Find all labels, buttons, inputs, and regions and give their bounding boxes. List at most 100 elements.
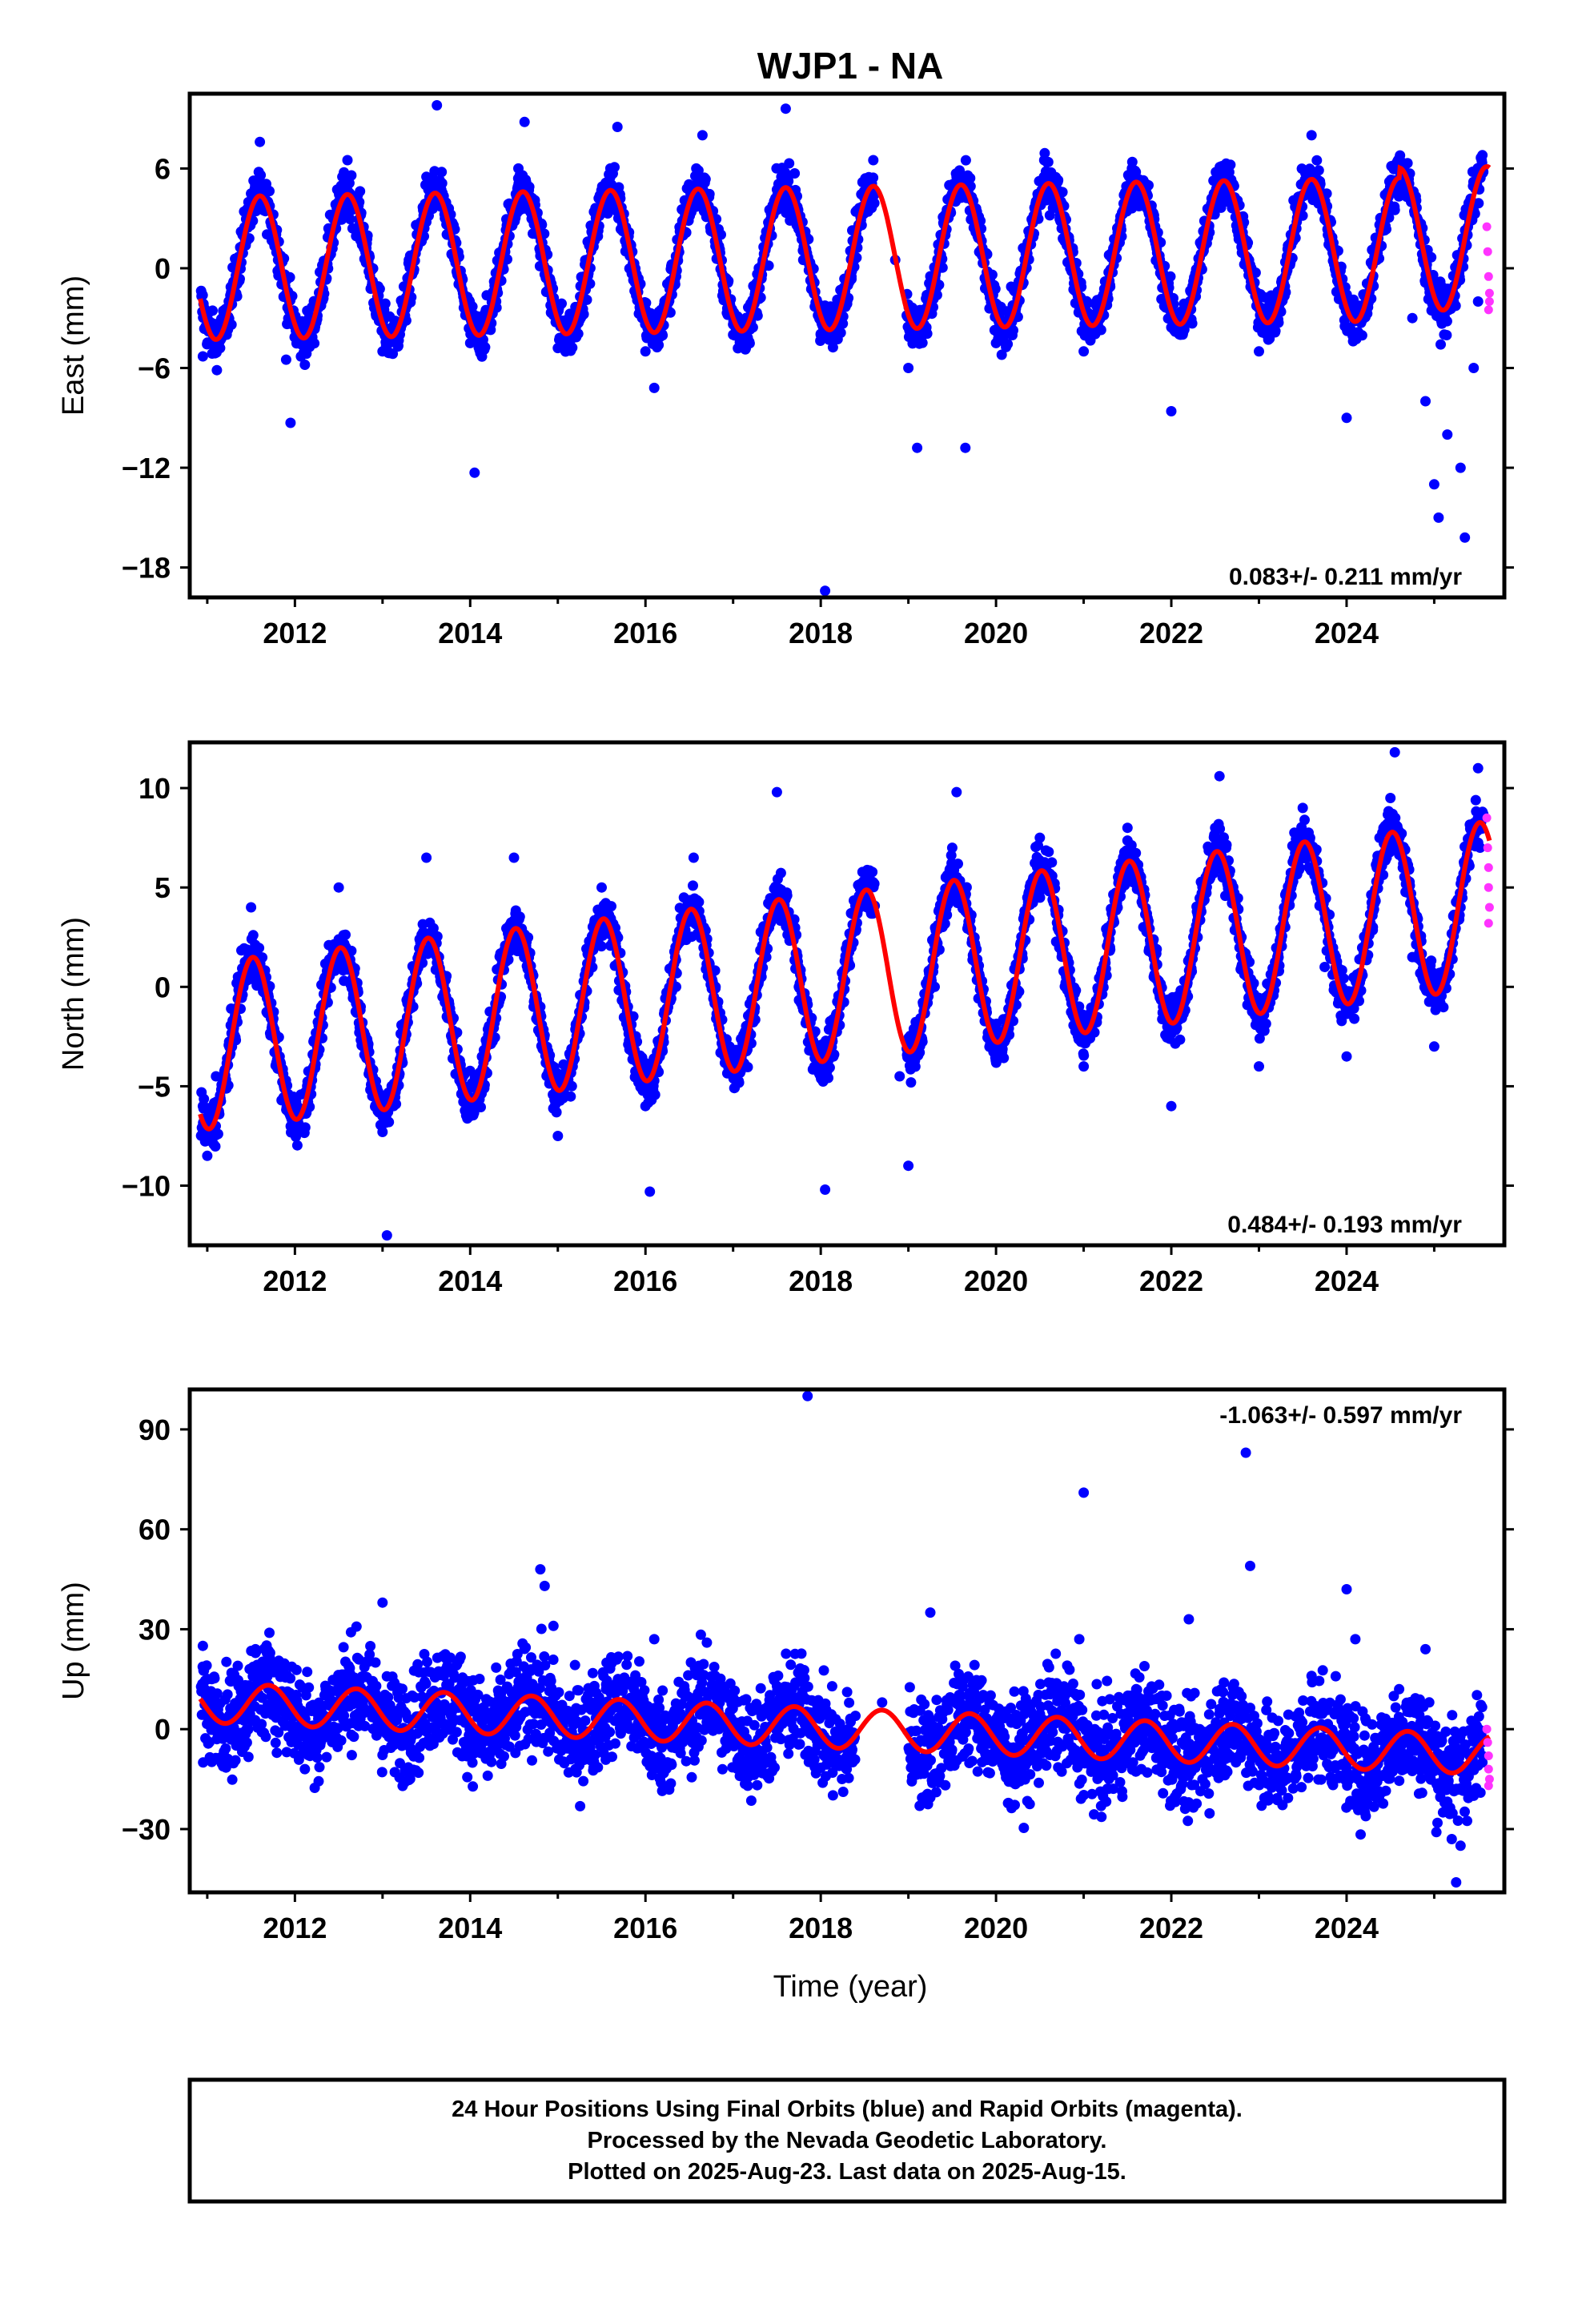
east-final-point [1402, 158, 1413, 169]
east-final-point [1297, 210, 1308, 221]
east-final-point [1126, 163, 1138, 174]
east-final-point [567, 342, 578, 353]
east-final-point [1270, 325, 1281, 336]
north-final-point [377, 1127, 388, 1137]
east-final-point [285, 417, 296, 428]
east-final-point [211, 364, 223, 376]
east-final-point [469, 467, 480, 478]
east-final-point [917, 337, 928, 348]
north-final-point [596, 941, 607, 952]
east-final-point [912, 442, 923, 453]
east-final-point [467, 301, 478, 312]
east-y-tick-label: −6 [138, 352, 171, 385]
north-final-point [212, 1128, 223, 1140]
east-final-point [640, 346, 651, 357]
east-final-point [374, 283, 385, 295]
east-final-point [436, 178, 448, 189]
east-final-point [868, 155, 879, 166]
east-final-point [1341, 412, 1352, 424]
east-final-point [581, 294, 592, 305]
east-final-point [299, 360, 311, 370]
east-final-point [763, 260, 774, 271]
east-final-point [572, 328, 584, 340]
east-final-point [284, 271, 295, 283]
east-final-point [903, 363, 914, 373]
east-final-point [1428, 479, 1439, 490]
east-x-tick-label: 2018 [789, 617, 853, 649]
east-final-point [820, 585, 831, 597]
north-final-point [291, 1140, 303, 1151]
east-y-tick-label: −12 [122, 452, 171, 485]
east-final-point [1219, 163, 1230, 174]
east-final-point [716, 229, 726, 240]
east-final-point [255, 136, 266, 147]
east-rapid-point [1484, 297, 1494, 306]
east-rate-label: 0.083+/- 0.211 mm/yr [1229, 564, 1462, 590]
north-final-point [340, 929, 351, 940]
north-final-point [254, 943, 265, 954]
east-final-point [207, 305, 218, 316]
east-final-point [1473, 198, 1484, 209]
east-final-point [960, 155, 971, 166]
east-final-point [1455, 462, 1466, 473]
east-final-point [744, 338, 755, 349]
east-final-point [868, 172, 879, 183]
east-y-tick-label: 0 [155, 252, 171, 285]
east-final-point [1407, 312, 1418, 324]
north-final-point [551, 1107, 562, 1118]
east-final-point [784, 158, 795, 169]
east-final-point [1053, 175, 1064, 186]
east-final-point [827, 342, 838, 353]
east-final-point [960, 442, 971, 453]
north-final-point [649, 1089, 661, 1100]
east-final-point [1250, 267, 1261, 278]
east-final-point [280, 354, 291, 365]
east-final-point [1435, 339, 1446, 350]
east-final-point [1426, 251, 1437, 263]
east-final-point [1389, 204, 1400, 215]
east-final-point [1472, 296, 1484, 307]
east-final-point [215, 343, 226, 354]
east-final-point [937, 262, 948, 273]
east-final-point [197, 290, 208, 301]
north-final-point [742, 1062, 753, 1072]
east-final-point [342, 155, 353, 166]
east-final-point [697, 130, 708, 141]
east-final-point [996, 349, 1007, 360]
east-final-point [421, 171, 432, 183]
east-final-point [355, 186, 366, 197]
east-final-point [780, 103, 791, 115]
east-final-point [1433, 512, 1444, 523]
east-final-point [691, 163, 702, 174]
east-final-point [1254, 346, 1264, 357]
east-final-point [990, 337, 1002, 348]
east-final-point [584, 278, 596, 289]
east-final-point [869, 198, 880, 209]
east-final-point [1420, 396, 1431, 407]
east-x-tick-label: 2016 [613, 617, 677, 649]
east-final-point [951, 171, 962, 183]
east-final-point [519, 116, 530, 127]
east-rapid-point [1484, 288, 1494, 298]
east-final-point [1313, 165, 1324, 176]
east-final-point [480, 342, 491, 353]
east-final-point [990, 283, 1001, 295]
east-final-point [246, 188, 257, 199]
north-final-point [688, 880, 698, 891]
east-rapid-point [1484, 305, 1493, 315]
east-final-point [1477, 150, 1488, 161]
east-final-point [1460, 532, 1471, 543]
east-y-tick-label: 6 [155, 152, 171, 185]
north-final-point [247, 930, 259, 941]
east-final-point [657, 330, 669, 341]
east-final-point [1078, 346, 1090, 357]
east-final-point [464, 337, 476, 348]
east-final-point [1442, 429, 1453, 440]
east-x-tick-label: 2020 [964, 617, 1028, 649]
east-final-point [648, 382, 660, 393]
north-final-point [514, 911, 525, 923]
east-x-tick-label: 2022 [1139, 617, 1203, 649]
